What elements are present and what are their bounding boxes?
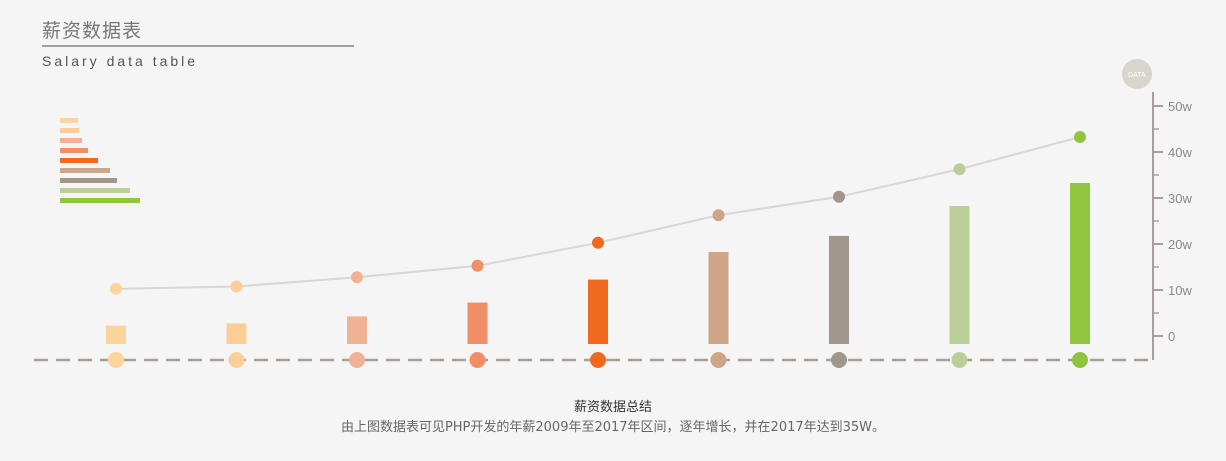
title-underline (42, 45, 354, 47)
summary-title: 薪资数据总结 (573, 400, 652, 415)
trend-line (115, 136, 1081, 290)
baseline-dot (108, 352, 124, 368)
y-tick-label: 40w (1168, 145, 1192, 160)
baseline-dot (349, 352, 365, 368)
legend-bar (60, 198, 140, 203)
baseline-dot (951, 352, 968, 368)
line-point (953, 163, 966, 176)
bar (949, 206, 970, 344)
bar (588, 279, 608, 344)
bar (106, 325, 126, 344)
y-tick-label: 10w (1168, 283, 1192, 298)
line-point (592, 236, 604, 249)
legend-bar (60, 118, 78, 123)
bar (708, 252, 729, 344)
data-badge (1122, 59, 1152, 89)
bar (1070, 183, 1090, 344)
bar (829, 235, 849, 344)
baseline-dot (228, 352, 245, 368)
chart-subtitle: Salary data table (42, 53, 199, 69)
line-point (471, 259, 484, 272)
baseline-dot (590, 352, 606, 368)
baseline-dot (831, 352, 847, 368)
line-point (1074, 131, 1086, 143)
legend-bar (60, 178, 117, 183)
legend-bar (60, 128, 79, 133)
legend-bar (60, 138, 82, 143)
baseline-dot (1072, 352, 1088, 368)
baseline-dot (469, 352, 486, 368)
line-point (230, 280, 243, 293)
legend-bar (60, 148, 88, 153)
line-point (712, 209, 725, 222)
y-tick-label: 20w (1168, 237, 1192, 252)
y-tick-label: 30w (1168, 191, 1192, 206)
data-badge-label: DATA (1128, 72, 1146, 79)
chart-title: 薪资数据表 (42, 20, 143, 42)
chart-title-block: 薪资数据表 (42, 16, 142, 43)
y-tick-label: 50w (1168, 99, 1192, 114)
line-point (110, 282, 122, 295)
bar (347, 316, 367, 344)
baseline-dot (710, 352, 727, 368)
line-point (351, 271, 363, 284)
y-tick-label: 0 (1168, 329, 1175, 344)
legend-bar (60, 158, 98, 163)
summary-text: 由上图数据表可见PHP开发的年薪2009年至2017年区间，逐年增长，并在201… (340, 420, 886, 435)
salary-chart: 0 10w 20w 30w 40w 50w DATA (34, 59, 1192, 368)
line-point (833, 190, 845, 203)
legend-bar (60, 188, 130, 193)
legend-bar (60, 168, 110, 173)
bar (467, 302, 488, 344)
bar (226, 323, 247, 344)
